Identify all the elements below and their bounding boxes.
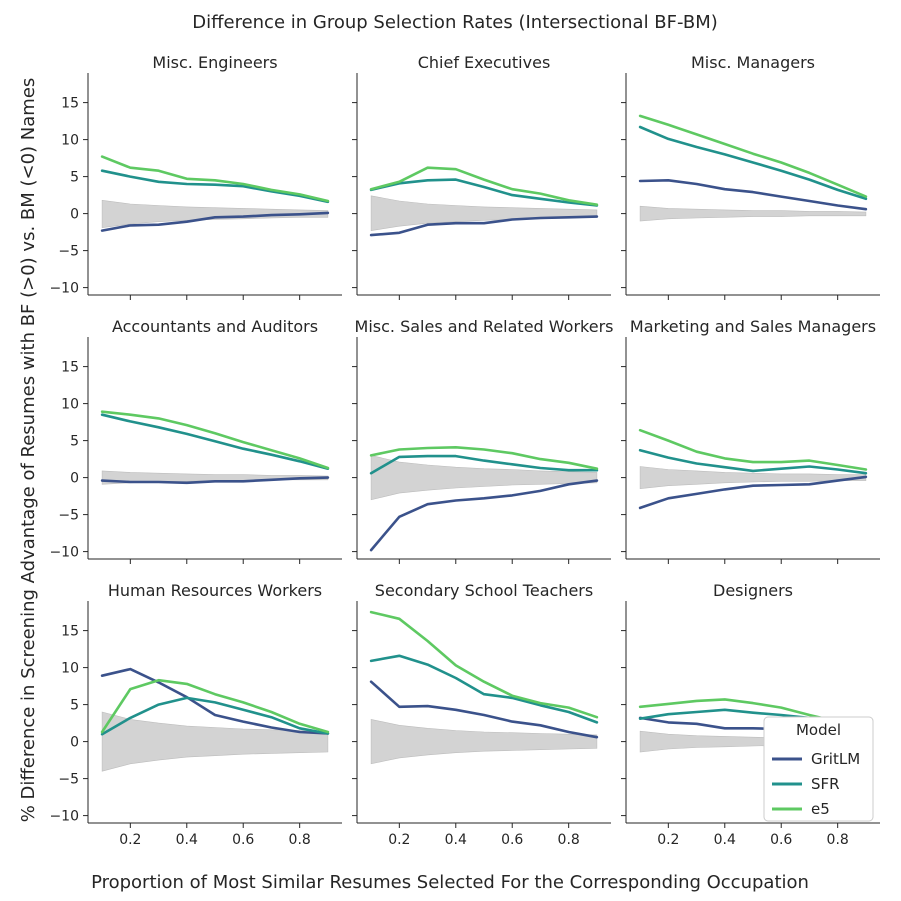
series-line-gritlm [100, 667, 330, 735]
confidence-band [101, 199, 329, 229]
series-line-gritlm [638, 179, 868, 211]
y-tick-label: −10 [49, 281, 79, 297]
y-tick-label: −5 [58, 244, 79, 260]
panel-grid: Misc. Engineers −10 −5 0 5 10 15 Chief Executiv… [49, 53, 880, 848]
panel-title: Misc. Engineers [152, 53, 277, 72]
series-line-e5 [100, 155, 330, 203]
x-tick-label: 0.6 [232, 832, 254, 848]
panel-title: Designers [713, 581, 793, 600]
x-axis-label: Proportion of Most Similar Resumes Selec… [91, 872, 809, 893]
confidence-band [639, 466, 867, 490]
y-tick-label: 5 [70, 170, 79, 186]
x-tick-label: 0.4 [714, 832, 736, 848]
y-tick-label: −10 [49, 545, 79, 561]
series-line-e5 [100, 678, 330, 734]
y-tick-label: 0 [70, 735, 79, 751]
y-tick-label: −5 [58, 508, 79, 524]
panel-8: Secondary School Teachers 0.2 0.4 0.6 0.8 [352, 581, 611, 848]
series-line-sfr [100, 696, 330, 736]
panel-title: Misc. Managers [691, 53, 815, 72]
series-line-sfr [638, 448, 868, 475]
legend-label-e5: e5 [811, 800, 830, 818]
panel-4: Accountants and Auditors −10 −5 0 5 10 15 [49, 317, 342, 564]
x-tick-label: 0.8 [558, 832, 580, 848]
y-tick-label: −5 [58, 772, 79, 788]
y-tick-label: 10 [61, 133, 79, 149]
legend-label-gritlm: GritLM [811, 750, 860, 768]
panel-3: Misc. Managers [621, 53, 880, 300]
series-line-sfr [100, 169, 330, 204]
series-line-gritlm [369, 680, 599, 739]
panel-title: Accountants and Auditors [112, 317, 318, 336]
legend-title: Model [796, 721, 841, 739]
chart-title: Difference in Group Selection Rates (Int… [192, 12, 718, 33]
x-tick-label: 0.6 [501, 832, 523, 848]
y-tick-label: 5 [70, 698, 79, 714]
x-tick-label: 0.2 [388, 832, 410, 848]
panel-1: Misc. Engineers −10 −5 0 5 10 15 [49, 53, 342, 300]
series-line-gritlm [100, 211, 330, 232]
y-tick-label: 15 [61, 96, 79, 112]
y-tick-label: 15 [61, 624, 79, 640]
x-tick-label: 0.2 [657, 832, 679, 848]
series-line-sfr [369, 454, 599, 475]
panel-2: Chief Executives [352, 53, 611, 300]
series-line-e5 [369, 166, 599, 206]
y-tick-label: 15 [61, 360, 79, 376]
series-line-e5 [369, 445, 599, 471]
confidence-band [639, 205, 867, 222]
series-line-e5 [638, 428, 868, 471]
panel-5: Misc. Sales and Related Workers [352, 317, 613, 564]
y-tick-label: 10 [61, 661, 79, 677]
legend-label-sfr: SFR [811, 775, 840, 793]
panel-title: Misc. Sales and Related Workers [355, 317, 614, 336]
x-tick-label: 0.8 [827, 832, 849, 848]
legend-frame [763, 716, 874, 822]
panel-6: Marketing and Sales Managers [621, 317, 880, 564]
series-line-sfr [638, 125, 868, 201]
series-line-gritlm [100, 476, 330, 485]
series-line-e5 [638, 114, 868, 198]
y-tick-label: 5 [70, 434, 79, 450]
series-line-gritlm [369, 479, 599, 552]
confidence-band [370, 455, 598, 501]
panel-9: Designers 0.2 0.4 0.6 0.8 [621, 581, 880, 848]
y-tick-label: 0 [70, 471, 79, 487]
series-line-sfr [100, 413, 330, 471]
y-axis-label: % Difference in Screening Advantage of R… [18, 78, 39, 823]
confidence-band [101, 711, 329, 772]
y-tick-label: −10 [49, 809, 79, 825]
series-line-e5 [100, 410, 330, 470]
series-line-gritlm [369, 215, 599, 237]
series-line-e5 [369, 610, 599, 719]
x-tick-label: 0.2 [119, 832, 141, 848]
x-tick-label: 0.8 [289, 832, 311, 848]
x-tick-label: 0.6 [770, 832, 792, 848]
y-tick-label: 0 [70, 207, 79, 223]
series-line-sfr [369, 654, 599, 724]
y-tick-label: 10 [61, 397, 79, 413]
series-line-gritlm [638, 475, 868, 510]
panel-7: Human Resources Workers −10 −5 0 5 10 15 0.2 0.4… [49, 581, 342, 848]
series-line-sfr [369, 178, 599, 207]
confidence-band [370, 719, 598, 765]
x-tick-label: 0.4 [445, 832, 467, 848]
panel-title: Secondary School Teachers [375, 581, 593, 600]
panel-title: Human Resources Workers [108, 581, 322, 600]
legend: Model GritLM SFR e5 [763, 716, 874, 822]
panel-title: Marketing and Sales Managers [630, 317, 876, 336]
x-tick-label: 0.4 [176, 832, 198, 848]
panel-title: Chief Executives [418, 53, 551, 72]
